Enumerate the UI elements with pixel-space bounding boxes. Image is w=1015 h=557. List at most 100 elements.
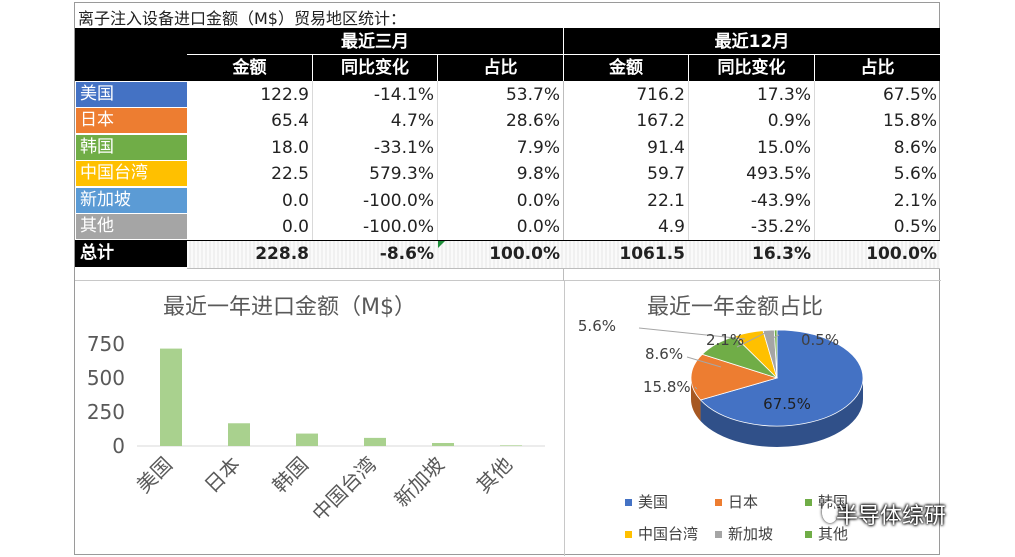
row-label-kr: 韩国 [76, 135, 187, 160]
legend-swatch-icon [625, 499, 632, 506]
wechat-icon [822, 501, 838, 523]
row-label-total: 总计 [80, 243, 114, 263]
col-header-share-3m: 占比 [483, 58, 518, 78]
bar-5 [500, 445, 522, 446]
cell-tw-yoy-12m: 493.5% [746, 164, 811, 184]
cell-total-yoy-12m: 16.3% [752, 244, 811, 264]
cell-kr-share-12m: 8.6% [893, 138, 937, 158]
leader-line [772, 334, 780, 339]
pie-slice-1 [690, 353, 779, 401]
group-divider [563, 28, 564, 81]
pie-slice-0 [699, 329, 864, 427]
col-header-yoy-12m: 同比变化 [717, 58, 786, 78]
total-label-cell [75, 240, 187, 267]
pie-data-label: 5.6% [578, 317, 616, 335]
sheet-title: 离子注入设备进口金额（M$）贸易地区统计： [78, 9, 406, 28]
pie-data-label: 0.5% [801, 331, 839, 349]
cell-total-amount-12m: 1061.5 [619, 244, 685, 264]
cell-total-yoy-3m: -8.6% [379, 244, 434, 264]
y-tick-label: 750 [87, 332, 125, 356]
leader-line [694, 386, 698, 390]
bar-3 [364, 437, 386, 446]
legend-item-sg: 新加坡 [715, 523, 773, 544]
pie-side-0 [700, 378, 863, 447]
cell-tw-yoy-3m: 579.3% [369, 164, 434, 184]
leader-line [686, 356, 722, 368]
cell-kr-yoy-12m: 15.0% [756, 138, 811, 158]
cell-us-share-12m: 67.5% [882, 85, 937, 105]
bar-4 [432, 442, 454, 446]
cell-jp-yoy-12m: 0.9% [767, 111, 811, 131]
cell-sg-share-12m: 2.1% [893, 191, 937, 211]
x-tick-label: 中国台湾 [307, 452, 381, 526]
leader-line [638, 327, 746, 340]
pie-chart: 67.5% 15.8% 8.6% 5.6% 2.1% 0.5% [578, 317, 864, 447]
legend-swatch-icon [805, 531, 812, 538]
cell-kr-yoy-3m: -33.1% [373, 138, 434, 158]
cell-other-yoy-12m: -35.2% [750, 217, 811, 237]
row-label-sg: 新加坡 [76, 188, 187, 213]
y-tick-label: 500 [87, 366, 125, 390]
cell-jp-yoy-3m: 4.7% [390, 111, 434, 131]
y-tick-label: 0 [112, 434, 125, 458]
cell-sg-yoy-3m: -100.0% [363, 191, 434, 211]
legend-item-us: 美国 [625, 491, 668, 512]
bar-chart-panel: 最近一年进口金额（M$） 0 250 500 750 美国 日本 韩国 中国台湾 新加坡 其他 [75, 280, 563, 556]
x-tick-label: 其他 [472, 452, 517, 497]
cell-total-share-12m: 100.0% [866, 244, 937, 264]
cell-us-yoy-3m: -14.1% [373, 85, 434, 105]
cell-jp-share-3m: 28.6% [505, 111, 560, 131]
col-header-amount-3m: 金额 [232, 58, 267, 78]
cell-jp-amount-12m: 167.2 [636, 111, 685, 131]
cell-tw-share-3m: 9.8% [516, 164, 560, 184]
row-label-us: 美国 [76, 82, 187, 107]
legend-swatch-icon [715, 531, 722, 538]
cell-total-amount-3m: 228.8 [255, 244, 309, 264]
pie-slice-5 [773, 329, 778, 379]
spreadsheet-sheet: 离子注入设备进口金额（M$）贸易地区统计： 最近三月 最近12月 金额 同比变化… [74, 2, 941, 556]
cell-jp-amount-3m: 65.4 [271, 111, 309, 131]
row-label-jp: 日本 [76, 108, 187, 133]
corner-header-cell [75, 28, 187, 81]
cell-total-share-3m: 100.0% [489, 244, 560, 264]
pie-chart-panel: 最近一年金额占比 67.5% 15.8% 8.6% 5.6% 2.1% 0.5% 美国 日… [564, 280, 941, 556]
cell-sg-yoy-12m: -43.9% [750, 191, 811, 211]
col-header-yoy-3m: 同比变化 [341, 58, 409, 78]
cell-other-share-3m: 0.0% [516, 217, 560, 237]
leader-line [736, 332, 766, 348]
cell-kr-amount-3m: 18.0 [271, 138, 309, 158]
cell-tw-share-12m: 5.6% [893, 164, 937, 184]
row-label-tw: 中国台湾 [76, 161, 187, 186]
legend-swatch-icon [805, 499, 812, 506]
y-tick-label: 250 [87, 400, 125, 424]
col-header-share-12m: 占比 [860, 58, 895, 78]
pie-data-label: 2.1% [706, 331, 744, 349]
cell-tw-amount-3m: 22.5 [271, 164, 309, 184]
pie-data-label: 8.6% [645, 345, 683, 363]
cell-other-amount-12m: 4.9 [657, 217, 685, 237]
comment-marker [438, 241, 445, 248]
bar-1 [228, 423, 250, 446]
legend-swatch-icon [715, 499, 722, 506]
legend-item-jp: 日本 [715, 491, 758, 512]
cell-us-share-3m: 53.7% [505, 85, 560, 105]
cell-us-amount-12m: 716.2 [636, 85, 685, 105]
x-tick-label: 日本 [200, 452, 245, 497]
legend-item-other: 其他 [805, 523, 848, 544]
row-label-other: 其他 [76, 214, 187, 239]
cell-kr-amount-12m: 91.4 [647, 138, 685, 158]
cell-jp-share-12m: 15.8% [882, 111, 937, 131]
bar-2 [296, 433, 318, 446]
cell-other-share-12m: 0.5% [893, 217, 937, 237]
x-tick-label: 新加坡 [389, 452, 448, 511]
cell-tw-amount-12m: 59.7 [647, 164, 685, 184]
watermark: 半导体综研 [836, 504, 947, 529]
cell-sg-amount-12m: 22.1 [647, 191, 685, 211]
cell-other-amount-3m: 0.0 [281, 217, 309, 237]
bar-0 [160, 348, 182, 446]
x-tick-label: 美国 [132, 452, 177, 497]
pie-side-1 [691, 378, 701, 421]
cell-us-amount-3m: 122.9 [260, 85, 309, 105]
pie-chart-title: 最近一年金额占比 [647, 295, 824, 320]
